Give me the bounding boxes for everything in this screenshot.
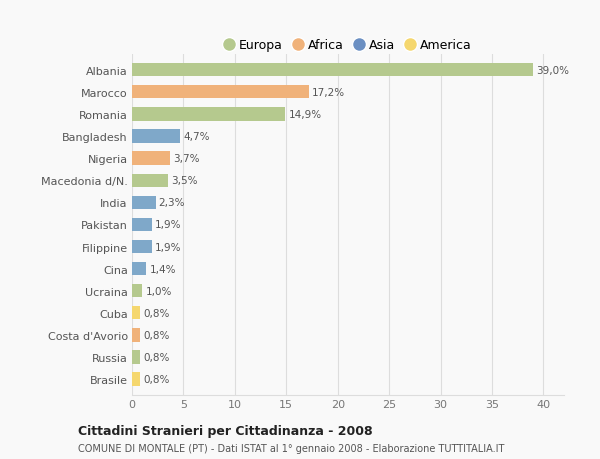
- Bar: [132, 329, 140, 342]
- Text: 17,2%: 17,2%: [312, 88, 345, 98]
- Bar: [132, 307, 140, 320]
- Text: 2,3%: 2,3%: [159, 198, 185, 208]
- Text: Cittadini Stranieri per Cittadinanza - 2008: Cittadini Stranieri per Cittadinanza - 2…: [78, 424, 373, 437]
- Bar: [132, 218, 152, 231]
- Bar: [132, 285, 142, 298]
- Text: 3,5%: 3,5%: [171, 176, 197, 186]
- Bar: [132, 64, 533, 77]
- Text: COMUNE DI MONTALE (PT) - Dati ISTAT al 1° gennaio 2008 - Elaborazione TUTTITALIA: COMUNE DI MONTALE (PT) - Dati ISTAT al 1…: [78, 443, 505, 453]
- Bar: [132, 130, 181, 143]
- Text: 0,8%: 0,8%: [143, 352, 170, 362]
- Text: 1,9%: 1,9%: [155, 220, 181, 230]
- Text: 3,7%: 3,7%: [173, 154, 200, 164]
- Text: 1,9%: 1,9%: [155, 242, 181, 252]
- Text: 1,0%: 1,0%: [145, 286, 172, 296]
- Bar: [132, 241, 152, 253]
- Bar: [132, 263, 146, 276]
- Bar: [132, 174, 168, 187]
- Legend: Europa, Africa, Asia, America: Europa, Africa, Asia, America: [219, 34, 477, 57]
- Bar: [132, 108, 285, 121]
- Text: 1,4%: 1,4%: [149, 264, 176, 274]
- Bar: [132, 152, 170, 165]
- Bar: [132, 86, 309, 99]
- Text: 14,9%: 14,9%: [289, 110, 322, 120]
- Text: 0,8%: 0,8%: [143, 330, 170, 340]
- Bar: [132, 351, 140, 364]
- Text: 39,0%: 39,0%: [536, 66, 569, 76]
- Text: 0,8%: 0,8%: [143, 374, 170, 384]
- Text: 0,8%: 0,8%: [143, 308, 170, 318]
- Bar: [132, 196, 155, 209]
- Text: 4,7%: 4,7%: [184, 132, 210, 142]
- Bar: [132, 373, 140, 386]
